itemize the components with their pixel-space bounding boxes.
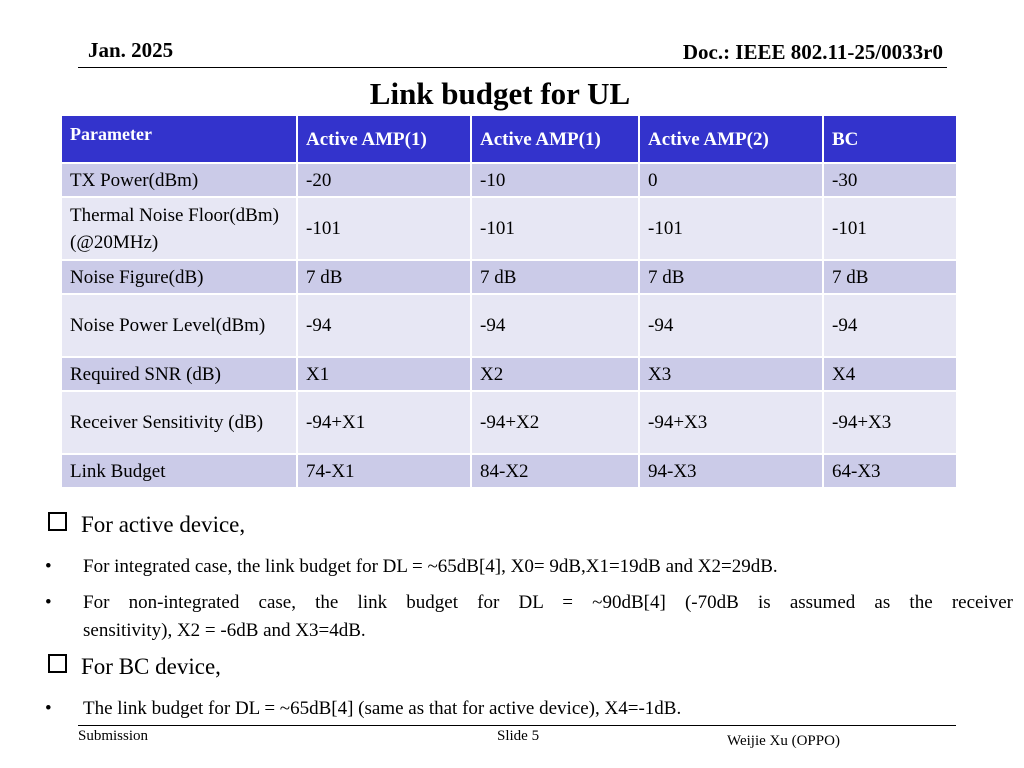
table-cell: X3 [638, 356, 824, 392]
bullet-dot-icon: • [45, 556, 52, 577]
table-cell: -94 [822, 293, 958, 358]
bullet-text: The link budget for DL = ~65dB[4] (same … [83, 698, 682, 719]
table-cell: -20 [296, 162, 472, 198]
table-row: Receiver Sensitivity (dB) -94+X1 -94+X2 … [60, 390, 958, 455]
table-cell: -101 [296, 196, 472, 261]
table-cell: 0 [638, 162, 824, 198]
header-bc: BC [822, 114, 958, 164]
table-cell: X2 [470, 356, 640, 392]
table-cell: 94-X3 [638, 453, 824, 489]
bullet-dot-icon: • [45, 698, 52, 719]
row-label: Noise Power Level(dBm) [60, 293, 298, 358]
table-cell: -94 [638, 293, 824, 358]
row-label: Thermal Noise Floor(dBm) (@20MHz) [60, 196, 298, 261]
table-cell: -101 [638, 196, 824, 261]
bullet-text-line-1: For non-integrated case, the link budget… [83, 592, 1013, 613]
row-label: Link Budget [60, 453, 298, 489]
table-cell: -94+X3 [638, 390, 824, 455]
section-heading: For active device, [81, 512, 246, 537]
table-cell: -101 [822, 196, 958, 261]
table-cell: -94+X3 [822, 390, 958, 455]
header-parameter: Parameter [60, 114, 298, 164]
table-row: Link Budget 74-X1 84-X2 94-X3 64-X3 [60, 453, 958, 489]
header-active-amp-1b: Active AMP(1) [470, 114, 640, 164]
section-active-device: For active device, [48, 512, 245, 538]
header-active-amp-2: Active AMP(2) [638, 114, 824, 164]
table-cell: -94+X1 [296, 390, 472, 455]
table-cell: 7 dB [296, 259, 472, 295]
footer-author: Weijie Xu (OPPO) [727, 733, 840, 749]
slide-title: Link budget for UL [369, 76, 631, 111]
footer-submission: Submission [78, 728, 149, 744]
section-bc-device: For BC device, [48, 654, 221, 680]
table-row: Noise Power Level(dBm) -94 -94 -94 -94 [60, 293, 958, 358]
table-cell: 7 dB [638, 259, 824, 295]
table-cell: 84-X2 [470, 453, 640, 489]
header-active-amp-1a: Active AMP(1) [296, 114, 472, 164]
section-heading: For BC device, [81, 654, 221, 679]
table-cell: X1 [296, 356, 472, 392]
table-cell: -94 [296, 293, 472, 358]
footer-divider [78, 725, 956, 726]
table-cell: -94 [470, 293, 640, 358]
table-cell: 64-X3 [822, 453, 958, 489]
row-label: Receiver Sensitivity (dB) [60, 390, 298, 455]
link-budget-table: Parameter Active AMP(1) Active AMP(1) Ac… [60, 114, 958, 489]
table-cell: -30 [822, 162, 958, 198]
table-cell: 7 dB [822, 259, 958, 295]
list-item: • For integrated case, the link budget f… [45, 553, 1015, 581]
bullet-text: For integrated case, the link budget for… [83, 556, 778, 577]
table-cell: -10 [470, 162, 640, 198]
table-cell: 7 dB [470, 259, 640, 295]
table-row: Noise Figure(dB) 7 dB 7 dB 7 dB 7 dB [60, 259, 958, 295]
list-item: • The link budget for DL = ~65dB[4] (sam… [45, 695, 1015, 723]
row-label: Required SNR (dB) [60, 356, 298, 392]
table-row: TX Power(dBm) -20 -10 0 -30 [60, 162, 958, 198]
header-divider [78, 67, 947, 68]
header-doc-id: Doc.: IEEE 802.11-25/0033r0 [682, 40, 943, 64]
square-bullet-icon [48, 512, 67, 531]
table-row: Thermal Noise Floor(dBm) (@20MHz) -101 -… [60, 196, 958, 261]
square-bullet-icon [48, 654, 67, 673]
row-label: Noise Figure(dB) [60, 259, 298, 295]
list-item: • For non-integrated case, the link budg… [45, 589, 1015, 645]
table-row: Required SNR (dB) X1 X2 X3 X4 [60, 356, 958, 392]
footer-slide-number: Slide 5 [497, 728, 540, 744]
table-cell: 74-X1 [296, 453, 472, 489]
table-cell: -101 [470, 196, 640, 261]
header-date: Jan. 2025 [88, 38, 174, 62]
bullet-dot-icon: • [45, 592, 52, 613]
bullet-text-line-2: sensitivity), X2 = -6dB and X3=4dB. [83, 620, 366, 641]
row-label: TX Power(dBm) [60, 162, 298, 198]
table-header-row: Parameter Active AMP(1) Active AMP(1) Ac… [60, 114, 958, 164]
table-cell: -94+X2 [470, 390, 640, 455]
table-cell: X4 [822, 356, 958, 392]
